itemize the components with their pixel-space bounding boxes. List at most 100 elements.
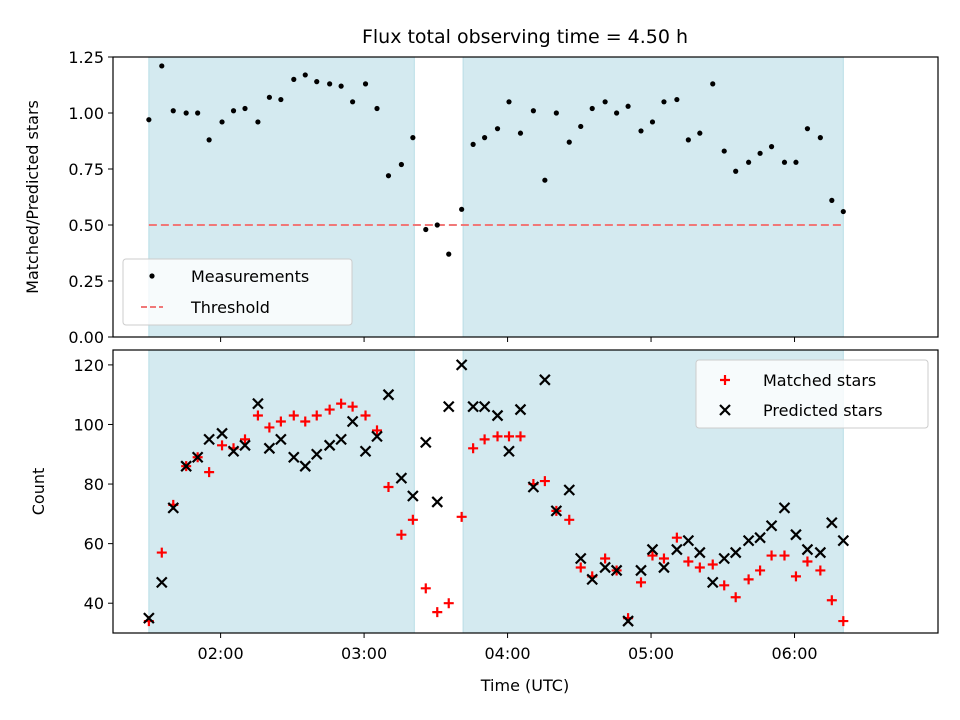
data-point bbox=[170, 108, 176, 114]
legend-predicted-swatch bbox=[719, 404, 731, 416]
data-point bbox=[346, 415, 359, 428]
data-point bbox=[768, 144, 775, 150]
data-point bbox=[706, 576, 719, 589]
data-point bbox=[649, 119, 656, 125]
data-point bbox=[550, 505, 563, 517]
data-point bbox=[815, 565, 826, 576]
data-point bbox=[599, 561, 611, 574]
data-point bbox=[766, 550, 777, 561]
data-point bbox=[288, 410, 299, 421]
data-point bbox=[589, 105, 595, 112]
data-point bbox=[600, 553, 611, 564]
x-tick-label: 05:00 bbox=[628, 644, 674, 663]
data-point bbox=[719, 580, 730, 591]
data-point bbox=[327, 81, 333, 87]
data-point bbox=[838, 616, 849, 627]
data-point bbox=[814, 546, 827, 559]
data-point bbox=[586, 573, 598, 586]
data-point bbox=[765, 519, 778, 532]
legend: Measurements Threshold bbox=[122, 258, 353, 326]
data-point bbox=[743, 574, 754, 585]
y-tick-label: 80 bbox=[84, 475, 104, 494]
data-point bbox=[564, 514, 575, 525]
data-point bbox=[733, 168, 739, 174]
data-point bbox=[227, 445, 240, 458]
data-point bbox=[216, 427, 228, 440]
data-point bbox=[359, 445, 372, 458]
data-point bbox=[420, 436, 432, 449]
data-point bbox=[790, 528, 802, 541]
data-point bbox=[146, 117, 152, 123]
data-point bbox=[729, 546, 742, 559]
data-point bbox=[167, 502, 180, 514]
data-point bbox=[410, 135, 416, 141]
data-point bbox=[602, 99, 608, 105]
data-point bbox=[230, 108, 237, 114]
x-tick-label: 03:00 bbox=[341, 644, 387, 663]
data-point bbox=[793, 159, 799, 165]
data-point bbox=[362, 81, 369, 87]
data-point bbox=[837, 534, 850, 547]
data-point bbox=[374, 105, 380, 112]
data-point bbox=[156, 576, 168, 589]
data-point bbox=[801, 543, 814, 556]
data-point bbox=[542, 177, 548, 183]
data-point bbox=[396, 529, 407, 540]
x-axis-label: Time (UTC) bbox=[480, 676, 569, 695]
data-point bbox=[372, 425, 382, 436]
data-point bbox=[456, 511, 467, 522]
data-point bbox=[311, 410, 322, 421]
data-point bbox=[707, 559, 718, 570]
data-point bbox=[335, 433, 347, 446]
data-point bbox=[682, 534, 695, 547]
data-point bbox=[423, 226, 429, 233]
data-point bbox=[347, 401, 358, 412]
data-point bbox=[625, 103, 631, 109]
data-point bbox=[324, 404, 335, 415]
data-point bbox=[431, 496, 444, 508]
data-point bbox=[638, 128, 644, 134]
legend-matched-swatch bbox=[720, 375, 730, 385]
data-point bbox=[685, 137, 691, 143]
data-point bbox=[219, 119, 225, 125]
legend-measurements-swatch bbox=[149, 273, 155, 279]
data-point bbox=[718, 552, 730, 565]
data-point bbox=[382, 388, 395, 401]
data-point bbox=[240, 434, 250, 445]
data-point bbox=[459, 206, 465, 212]
data-point bbox=[506, 99, 512, 105]
y-tick-label: 1.00 bbox=[68, 104, 104, 123]
data-point bbox=[697, 130, 703, 136]
data-point bbox=[323, 439, 336, 452]
data-point bbox=[757, 150, 763, 156]
data-point bbox=[636, 577, 646, 588]
data-point bbox=[467, 400, 479, 413]
data-point bbox=[530, 108, 536, 114]
data-point bbox=[661, 99, 667, 105]
data-point bbox=[553, 110, 559, 116]
y-tick-label: 60 bbox=[84, 535, 104, 554]
data-point bbox=[255, 119, 261, 125]
observing-span bbox=[148, 350, 415, 633]
y-tick-label: 0.75 bbox=[68, 160, 104, 179]
data-point bbox=[371, 430, 383, 443]
data-point bbox=[491, 409, 504, 422]
data-point bbox=[494, 126, 501, 132]
data-point bbox=[817, 135, 823, 141]
data-point bbox=[242, 105, 248, 112]
data-point bbox=[204, 467, 215, 478]
data-point bbox=[721, 148, 727, 154]
data-point bbox=[407, 514, 418, 525]
data-point bbox=[239, 439, 251, 452]
data-point bbox=[278, 96, 284, 103]
data-point bbox=[778, 502, 791, 514]
data-point bbox=[407, 490, 419, 502]
y-tick-label: 40 bbox=[84, 594, 104, 613]
data-point bbox=[622, 615, 634, 627]
data-point bbox=[671, 532, 682, 543]
data-point bbox=[566, 139, 572, 145]
data-point bbox=[183, 110, 189, 116]
data-point bbox=[730, 592, 741, 603]
observing-span bbox=[463, 57, 844, 337]
y-tick-label: 0.50 bbox=[68, 216, 104, 235]
